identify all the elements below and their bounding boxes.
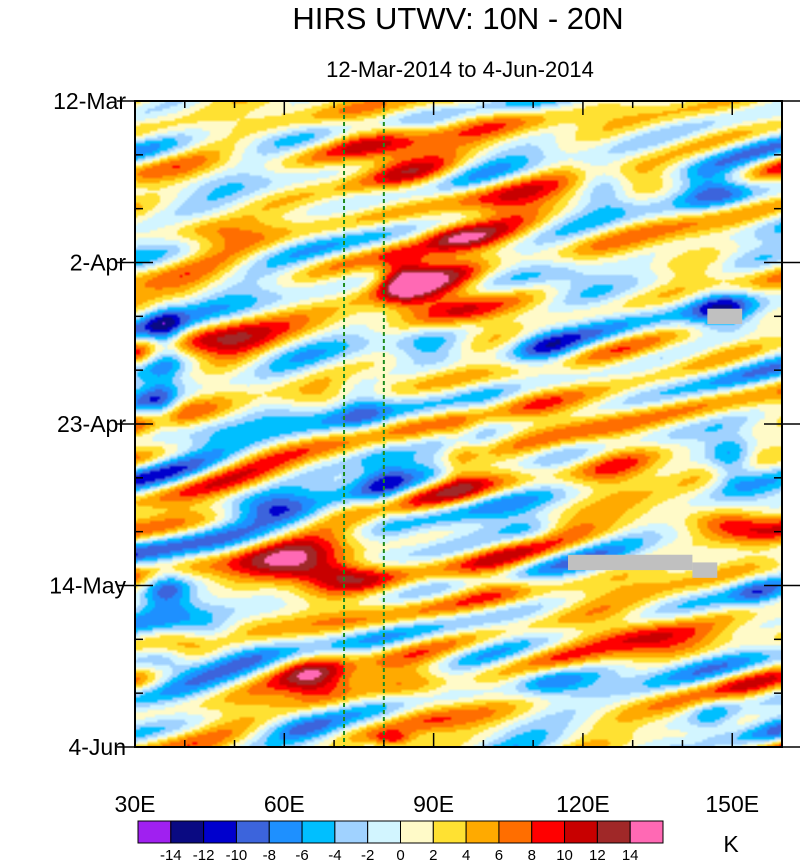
colorbar-swatch-10	[465, 820, 500, 844]
colorbar-label-12: 10	[556, 847, 573, 863]
colorbar-swatch-8	[400, 820, 434, 844]
chart-subtitle: 12-Mar-2014 to 4-Jun-2014	[326, 57, 594, 82]
x-tick-label-60: 60E	[264, 791, 305, 817]
colorbar-swatch-9	[432, 820, 467, 844]
missing-data-layer	[567, 308, 743, 578]
colorbar-swatch-2	[203, 820, 237, 844]
colorbar-swatch-12	[531, 820, 566, 844]
colorbar-units: K	[723, 831, 739, 857]
colorbar-label-3: -8	[263, 847, 276, 863]
y-tick-label-42: 23-Apr	[57, 411, 126, 437]
chart-title: HIRS UTWV: 10N - 20N	[292, 1, 623, 36]
colorbar-label-5: -4	[328, 847, 341, 863]
reference-lines	[343, 101, 385, 747]
colorbar-swatch-7	[367, 820, 401, 844]
colorbar-label-8: 2	[429, 847, 437, 863]
colorbar-swatch-14	[596, 820, 631, 844]
colorbar-swatch-15	[629, 820, 664, 844]
colorbar-label-0: -14	[160, 847, 182, 863]
anomaly-field	[135, 101, 782, 747]
plot-area	[135, 101, 782, 747]
colorbar-label-10: 6	[495, 847, 503, 863]
colorbar-swatch-13	[564, 820, 598, 844]
colorbar-swatch-5	[301, 820, 336, 844]
y-tick-label-21: 2-Apr	[70, 250, 127, 276]
missing-data-patch-1	[567, 554, 693, 571]
colorbar-label-2: -10	[226, 847, 248, 863]
x-tick-label-150: 150E	[705, 791, 759, 817]
colorbar-swatch-3	[235, 820, 270, 844]
x-tick-label-30: 30E	[115, 791, 156, 817]
colorbar-label-1: -12	[193, 847, 215, 863]
colorbar-swatch-6	[334, 820, 369, 844]
colorbar-label-7: 0	[396, 847, 404, 863]
y-tick-label-84: 4-Jun	[68, 734, 126, 760]
colorbar-swatch-4	[268, 820, 303, 844]
y-tick-label-0: 12-Mar	[53, 88, 126, 114]
y-tick-label-63: 14-May	[49, 573, 126, 599]
colorbar-label-13: 12	[589, 847, 606, 863]
missing-data-patch-0	[707, 308, 743, 325]
x-tick-label-120: 120E	[556, 791, 610, 817]
x-axis: 30E 60E 90E 120E 150E	[115, 101, 783, 817]
colorbar-label-14: 14	[622, 847, 639, 863]
colorbar-swatch-11	[498, 820, 533, 844]
y-axis: 12-Mar 2-Apr 23-Apr 14-May 4-Jun	[49, 88, 800, 760]
colorbar-label-9: 4	[462, 847, 470, 863]
colorbar-swatch-1	[170, 820, 205, 844]
x-tick-label-90: 90E	[413, 791, 454, 817]
colorbar-label-6: -2	[361, 847, 374, 863]
colorbar: -14 -12 -10 -8 -6 -4 -2 0 2 4 6 8 10 12 14	[137, 820, 664, 863]
colorbar-label-4: -6	[295, 847, 308, 863]
colorbar-label-11: 8	[528, 847, 536, 863]
missing-data-patch-2	[692, 562, 718, 578]
colorbar-swatch-0	[137, 820, 172, 844]
